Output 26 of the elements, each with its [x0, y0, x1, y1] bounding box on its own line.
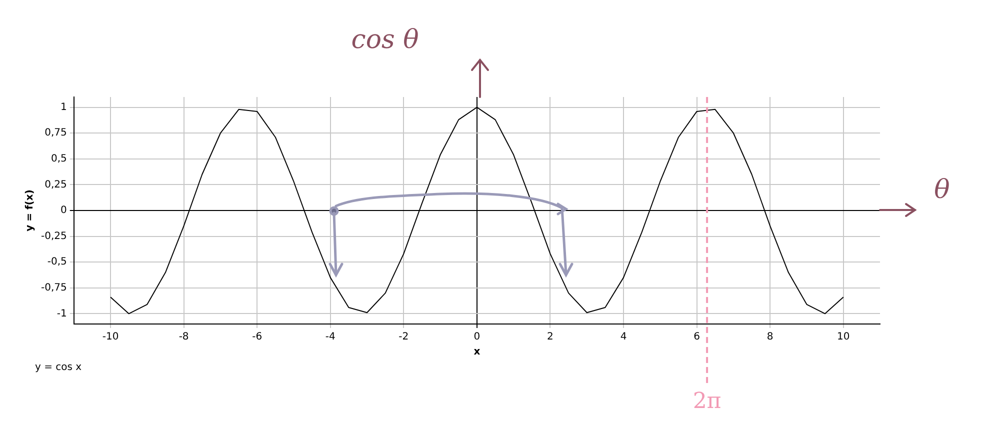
x-tick-label: 6 — [694, 332, 700, 343]
y-tick-label: 0 — [60, 205, 67, 216]
text: y = cos x — [35, 362, 82, 373]
x-tick-label: 0 — [474, 332, 480, 343]
y-tick-label: 0,5 — [50, 154, 67, 165]
y-axis-title: y = f(x) — [24, 190, 36, 232]
x-tick-label: 10 — [836, 332, 850, 343]
x-tick-label: -10 — [102, 332, 119, 343]
x-tick-label: 4 — [620, 332, 627, 343]
x-axis-title: x — [474, 346, 481, 358]
y-tick-label: 0,75 — [44, 128, 67, 139]
x-tick-label: -8 — [178, 332, 189, 343]
x-tick-label: 2 — [547, 332, 554, 343]
y-tick-label: 0,25 — [44, 179, 67, 190]
y-tick-label: -0,75 — [41, 282, 67, 294]
x-tick-label: 8 — [766, 332, 774, 343]
y-tick-label: -0,5 — [47, 256, 67, 268]
x-tick-label: -4 — [325, 332, 336, 343]
y-tick-label: -0,25 — [41, 230, 67, 242]
y-tick-label: -1 — [56, 308, 67, 320]
x-tick-label: -2 — [398, 332, 409, 343]
text: θ — [934, 175, 950, 205]
x-tick-label: -6 — [252, 332, 262, 343]
y-tick-label: 1 — [60, 102, 67, 113]
text: cos θ — [351, 25, 420, 55]
ref-line-label: 2π — [692, 389, 722, 414]
